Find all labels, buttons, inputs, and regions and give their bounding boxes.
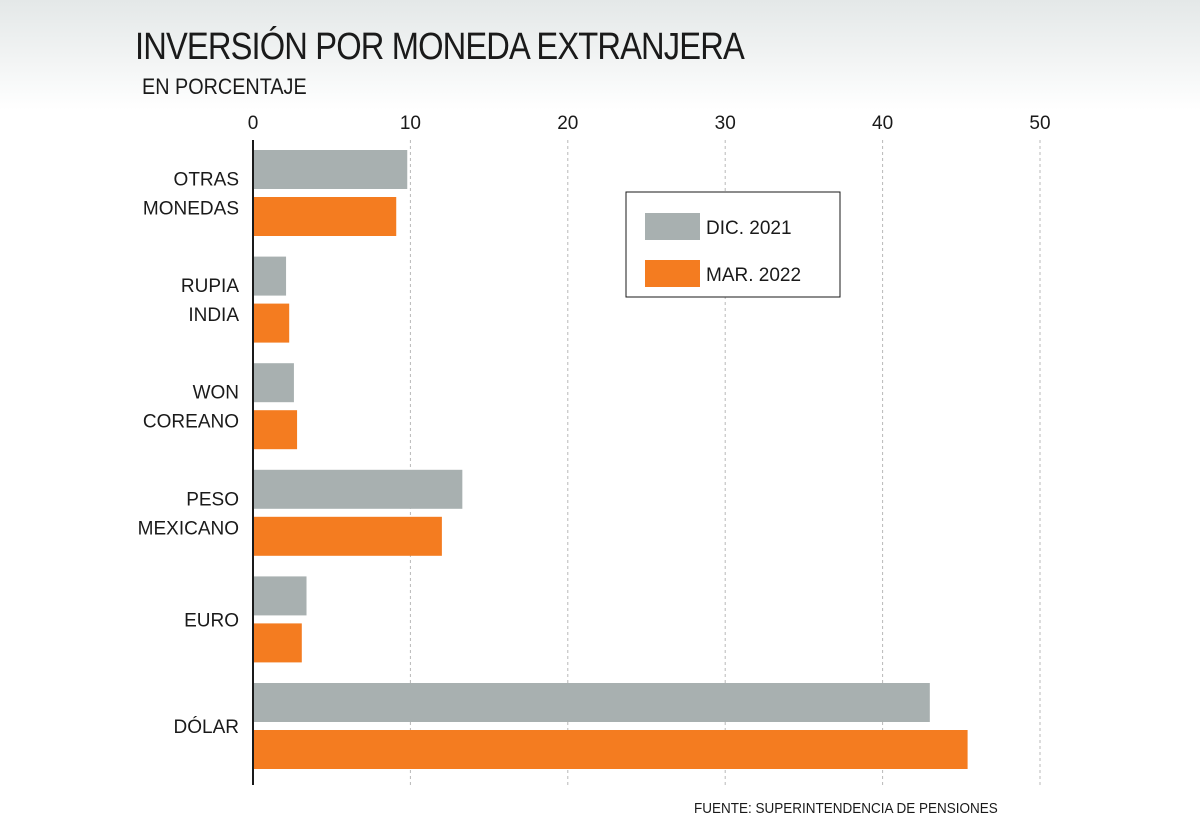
category-label: RUPIA xyxy=(181,276,239,297)
x-tick-label: 30 xyxy=(715,113,736,134)
bar-dic-2021 xyxy=(253,363,294,403)
category-label: OTRAS xyxy=(174,170,239,191)
x-tick-label: 10 xyxy=(400,113,421,134)
bar-mar-2022 xyxy=(253,516,442,556)
category-label: MEXICANO xyxy=(138,518,239,539)
bar-mar-2022 xyxy=(253,303,290,343)
bar-dic-2021 xyxy=(253,683,930,722)
bar-dic-2021 xyxy=(253,469,463,509)
x-tick-label: 50 xyxy=(1029,113,1050,134)
chart-title: INVERSIÓN POR MONEDA EXTRANJERA xyxy=(135,26,745,68)
category-label: COREANO xyxy=(143,412,239,433)
x-tick-label: 0 xyxy=(248,113,259,134)
category-label: WON xyxy=(193,383,239,404)
category-label: EURO xyxy=(184,610,239,631)
category-label: PESO xyxy=(186,489,239,510)
legend-label-dic-2021: DIC. 2021 xyxy=(706,218,792,239)
source-note: FUENTE: SUPERINTENDENCIA DE PENSIONES xyxy=(694,800,998,817)
chart-subtitle: EN PORCENTAJE xyxy=(142,74,307,99)
category-label: INDIA xyxy=(188,305,239,326)
category-label: MONEDAS xyxy=(143,199,239,220)
bar-dic-2021 xyxy=(253,576,307,616)
legend-swatch-dic-2021 xyxy=(645,213,700,240)
legend-swatch-mar-2022 xyxy=(645,260,700,287)
x-tick-label: 20 xyxy=(557,113,578,134)
x-tick-label: 40 xyxy=(872,113,893,134)
bar-mar-2022 xyxy=(253,623,302,663)
category-label: DÓLAR xyxy=(174,716,239,738)
bar-dic-2021 xyxy=(253,150,408,189)
header-background xyxy=(0,0,1200,110)
bar-mar-2022 xyxy=(253,410,298,450)
bar-dic-2021 xyxy=(253,256,287,296)
legend-label-mar-2022: MAR. 2022 xyxy=(706,265,801,286)
bar-mar-2022 xyxy=(253,730,968,769)
bar-mar-2022 xyxy=(253,197,397,236)
